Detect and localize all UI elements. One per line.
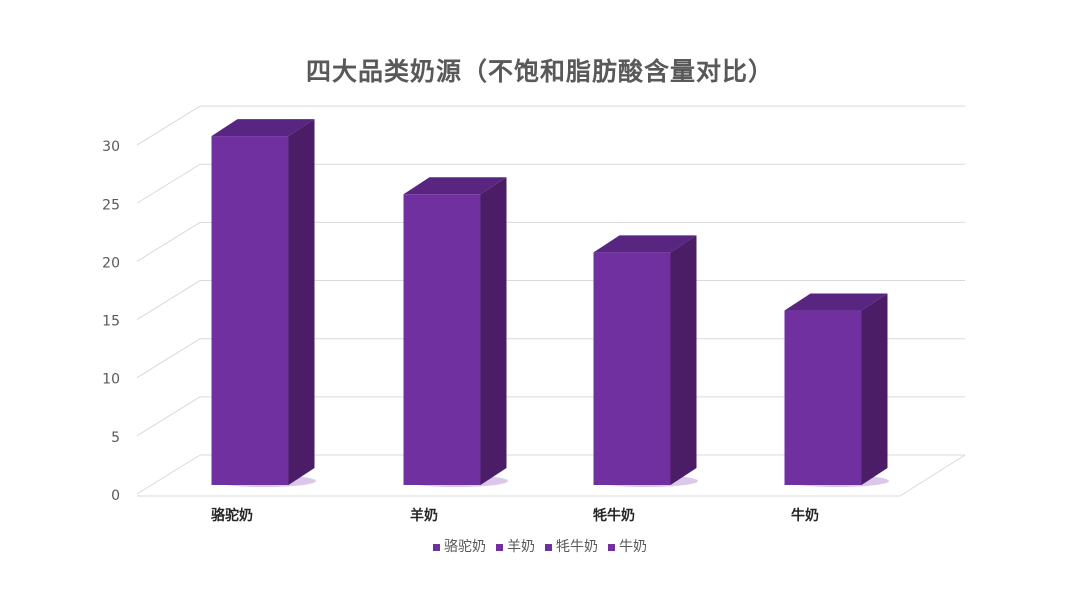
floor-right-edge bbox=[899, 454, 966, 497]
bar-top bbox=[593, 235, 697, 253]
bar bbox=[403, 194, 481, 485]
legend-label: 骆驼奶 bbox=[444, 539, 486, 555]
legend-swatch bbox=[608, 543, 615, 551]
y-tick-label: 20 bbox=[102, 255, 120, 271]
bar-top bbox=[403, 177, 507, 195]
x-tick-label: 牛奶 bbox=[791, 507, 819, 524]
legend-label: 羊奶 bbox=[507, 539, 535, 555]
bar bbox=[211, 136, 289, 485]
y-tick-label: 5 bbox=[111, 430, 120, 446]
bar-side bbox=[861, 293, 888, 485]
bar-side bbox=[480, 177, 507, 485]
legend-swatch bbox=[545, 543, 552, 551]
bar-side bbox=[288, 119, 315, 485]
legend-item: 羊奶 bbox=[496, 536, 535, 556]
bar-side bbox=[670, 235, 697, 485]
grid-diagonal bbox=[136, 280, 201, 320]
bar-top bbox=[211, 119, 315, 137]
x-tick-label: 牦牛奶 bbox=[593, 507, 635, 524]
y-tick-label: 0 bbox=[111, 488, 120, 504]
x-tick-label: 骆驼奶 bbox=[211, 507, 253, 524]
legend-item: 牛奶 bbox=[608, 536, 647, 556]
grid-diagonal bbox=[136, 105, 201, 146]
grid-diagonal bbox=[136, 221, 201, 262]
x-tick-label: 羊奶 bbox=[410, 507, 438, 524]
legend-swatch bbox=[496, 543, 503, 551]
legend-item: 牦牛奶 bbox=[545, 536, 598, 556]
legend-item: 骆驼奶 bbox=[433, 536, 486, 556]
bar bbox=[784, 310, 862, 485]
grid-diagonal bbox=[136, 454, 201, 495]
legend-label: 牛奶 bbox=[619, 539, 647, 555]
legend: 骆驼奶 羊奶 牦牛奶 牛奶 bbox=[0, 536, 1080, 556]
y-tick-label: 15 bbox=[102, 314, 120, 330]
y-tick-label: 30 bbox=[102, 139, 120, 155]
grid-diagonal bbox=[136, 396, 201, 437]
y-tick-label: 10 bbox=[102, 372, 120, 388]
legend-swatch bbox=[433, 543, 440, 551]
grid-diagonal bbox=[136, 338, 201, 379]
bar bbox=[593, 252, 671, 485]
y-tick-label: 25 bbox=[102, 197, 120, 213]
bar-top bbox=[784, 293, 888, 311]
legend-label: 牦牛奶 bbox=[556, 539, 598, 555]
grid-diagonal bbox=[136, 163, 201, 204]
chart-title: 四大品类奶源（不饱和脂肪酸含量对比） bbox=[305, 57, 774, 86]
